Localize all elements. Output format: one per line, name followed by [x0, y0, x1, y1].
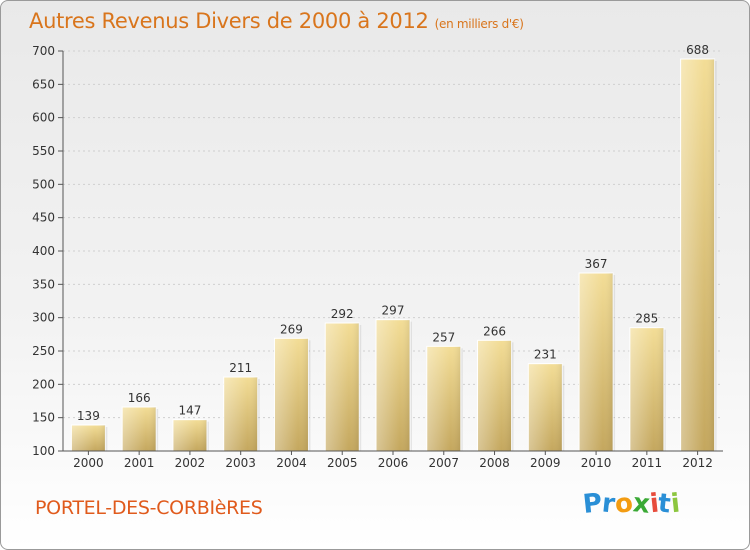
data-label: 367 [585, 257, 608, 271]
bar-highlight [426, 346, 461, 451]
y-tick-label: 600 [32, 111, 55, 125]
bar-highlight [680, 59, 715, 451]
data-label: 211 [229, 361, 252, 375]
x-tick-label: 2006 [378, 456, 409, 470]
data-label: 139 [77, 409, 100, 423]
y-tick-label: 350 [32, 277, 55, 291]
x-tick-label: 2008 [479, 456, 510, 470]
chart-title: Autres Revenus Divers de 2000 à 2012 (en … [29, 9, 524, 33]
bar-highlight [528, 363, 563, 451]
x-tick-label: 2010 [581, 456, 612, 470]
data-label: 166 [128, 391, 151, 405]
bar-highlight [223, 377, 258, 451]
y-tick-label: 700 [32, 44, 55, 58]
data-label: 285 [635, 312, 658, 326]
y-tick-label: 400 [32, 244, 55, 258]
x-tick-label: 2000 [73, 456, 104, 470]
data-label: 269 [280, 322, 303, 336]
bar-highlight [579, 273, 614, 451]
x-tick-label: 2001 [124, 456, 155, 470]
bar-highlight [325, 323, 360, 451]
y-tick-label: 300 [32, 311, 55, 325]
y-tick-label: 100 [32, 444, 55, 458]
x-tick-label: 2009 [530, 456, 561, 470]
title-text: Autres Revenus Divers de 2000 à 2012 [29, 9, 429, 33]
bar-highlight [71, 425, 106, 451]
bar-highlight [172, 419, 207, 451]
data-label: 297 [382, 304, 405, 318]
data-label: 292 [331, 307, 354, 321]
y-tick-label: 550 [32, 144, 55, 158]
bar-highlight [122, 407, 157, 451]
unit-label: (en milliers d'€) [434, 17, 524, 31]
y-tick-label: 150 [32, 411, 55, 425]
x-tick-label: 2012 [682, 456, 713, 470]
data-label: 688 [686, 43, 709, 57]
bar-highlight [477, 340, 512, 451]
x-tick-label: 2007 [428, 456, 459, 470]
commune-name: PORTEL-DES-CORBIèRES [35, 497, 263, 519]
bar-highlight [629, 327, 664, 451]
bar-highlight [274, 338, 309, 451]
x-tick-label: 2003 [225, 456, 256, 470]
data-label: 147 [178, 404, 201, 418]
y-tick-label: 200 [32, 377, 55, 391]
y-tick-label: 250 [32, 344, 55, 358]
x-tick-label: 2002 [175, 456, 206, 470]
data-label: 257 [432, 330, 455, 344]
x-tick-label: 2011 [632, 456, 663, 470]
bar-highlight [376, 319, 410, 451]
x-tick-label: 2005 [327, 456, 358, 470]
x-tick-label: 2004 [276, 456, 307, 470]
logo-letter: i [669, 488, 682, 520]
y-tick-label: 500 [32, 177, 55, 191]
data-label: 231 [534, 348, 557, 362]
y-tick-label: 650 [32, 77, 55, 91]
y-tick-label: 450 [32, 211, 55, 225]
data-label: 266 [483, 324, 506, 338]
proxiti-logo: Proxiti [581, 488, 682, 520]
